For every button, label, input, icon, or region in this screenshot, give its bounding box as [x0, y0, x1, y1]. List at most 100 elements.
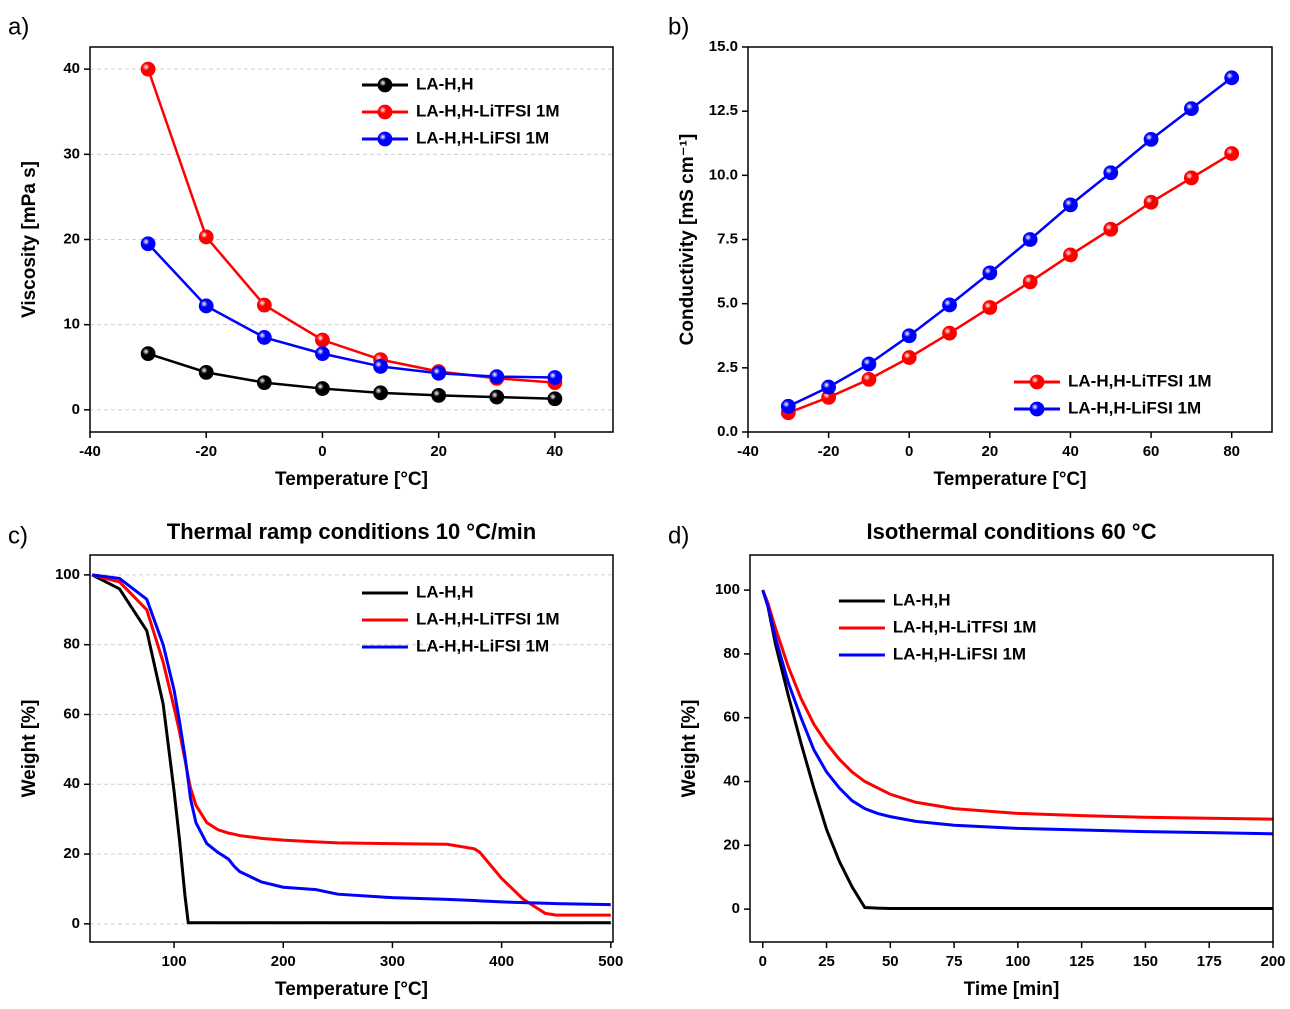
- y-tick-label: 20: [723, 836, 740, 853]
- x-tick-label: -20: [818, 443, 840, 460]
- data-point: [1063, 197, 1078, 213]
- data-point: [1022, 232, 1038, 247]
- plot-frame: [89, 554, 614, 943]
- legend-label: LA-H,H-LiFSI 1M: [893, 644, 1026, 663]
- legend-label: LA-H,H: [416, 582, 474, 601]
- x-tick-label: 150: [1133, 953, 1158, 970]
- x-tick-label: 200: [271, 953, 296, 970]
- data-point: [1143, 131, 1159, 147]
- panel: d) Isothermal conditions 60 °C 0 20 40 60 80 10…: [668, 519, 1286, 1000]
- x-tick-label: 200: [1260, 953, 1285, 970]
- series-line: [91, 573, 611, 925]
- data-point: [140, 236, 156, 252]
- legend-label: LA-H,H: [416, 74, 474, 93]
- y-axis-label: Weight [%]: [19, 700, 40, 798]
- data-point: [982, 265, 998, 281]
- series-line: [761, 589, 1273, 836]
- data-point: [821, 379, 837, 395]
- data-point: [942, 297, 957, 313]
- data-point: [942, 325, 957, 341]
- y-tick-label: 10.0: [709, 166, 738, 183]
- x-tick-label: 0: [318, 443, 326, 460]
- plot-frame: [89, 46, 614, 433]
- data-point: [489, 369, 505, 385]
- y-tick-label: 40: [63, 60, 80, 77]
- x-tick-label: 500: [598, 953, 623, 970]
- y-tick-label: 15.0: [709, 38, 738, 55]
- legend-marker: [377, 104, 393, 120]
- x-axis-label: Time [min]: [964, 979, 1060, 1000]
- plot-frame: [749, 554, 1274, 943]
- series-line: [147, 352, 555, 401]
- data-point: [198, 364, 214, 380]
- x-tick-label: 50: [882, 953, 899, 970]
- y-tick-label: 12.5: [709, 102, 738, 119]
- data-point: [982, 300, 998, 315]
- x-axis-label: Temperature [°C]: [275, 979, 428, 1000]
- series-line: [91, 573, 611, 917]
- y-axis-label: Viscosity [mPa s]: [19, 161, 40, 318]
- data-point: [1063, 247, 1078, 263]
- y-tick-label: 60: [723, 709, 740, 726]
- x-tick-label: 20: [430, 443, 447, 460]
- panel: c) Thermal ramp conditions 10 °C/min 0 20 40…: [8, 519, 623, 1000]
- y-tick-label: 20: [63, 845, 80, 862]
- x-tick-label: 75: [946, 953, 963, 970]
- x-tick-label: 100: [1005, 953, 1030, 970]
- data-point: [780, 398, 796, 414]
- data-point: [140, 346, 156, 362]
- y-tick-label: 0: [732, 900, 740, 917]
- data-point: [1103, 221, 1119, 237]
- y-tick-label: 5.0: [717, 295, 738, 312]
- legend-label: LA-H,H-LiFSI 1M: [416, 636, 549, 655]
- x-tick-label: 40: [547, 443, 564, 460]
- y-tick-label: 2.5: [717, 359, 738, 376]
- panel: b) 0.0 2.5 5.0 7.5 10.0 12.5 15.0 -40 -20 0 20 40 60 8…: [668, 13, 1273, 490]
- data-point: [1224, 146, 1240, 161]
- plot-frame: [747, 46, 1273, 433]
- y-tick-label: 60: [63, 705, 80, 722]
- x-axis-label: Temperature [°C]: [934, 469, 1087, 490]
- x-tick-label: 60: [1143, 443, 1160, 460]
- y-tick-label: 30: [63, 145, 80, 162]
- legend-marker: [377, 131, 393, 147]
- y-tick-label: 0: [72, 915, 80, 932]
- x-tick-label: 0: [759, 953, 767, 970]
- data-point: [315, 346, 330, 362]
- y-tick-label: 40: [63, 775, 80, 792]
- legend-marker: [1029, 374, 1045, 390]
- x-tick-label: 0: [905, 443, 913, 460]
- x-tick-label: -40: [79, 443, 101, 460]
- data-point: [140, 61, 156, 77]
- y-tick-label: 20: [63, 230, 80, 247]
- data-point: [861, 371, 877, 387]
- x-tick-label: 25: [818, 953, 835, 970]
- legend-label: LA-H,H-LiTFSI 1M: [416, 609, 560, 628]
- series-line: [761, 589, 1273, 910]
- legend-label: LA-H,H-LiTFSI 1M: [416, 101, 560, 120]
- data-point: [547, 370, 563, 385]
- data-point: [198, 229, 214, 245]
- data-point: [315, 381, 330, 396]
- data-point: [901, 328, 917, 344]
- x-tick-label: 125: [1069, 953, 1094, 970]
- data-point: [315, 332, 330, 348]
- legend-label: LA-H,H-LiFSI 1M: [1068, 398, 1201, 417]
- panel-label: d): [668, 522, 689, 549]
- data-point: [431, 365, 447, 381]
- series-line: [147, 242, 555, 379]
- legend-label: LA-H,H-LiTFSI 1M: [893, 617, 1037, 636]
- data-point: [256, 375, 272, 390]
- legend-marker: [377, 77, 393, 93]
- data-point: [198, 298, 214, 314]
- x-tick-label: -20: [195, 443, 217, 460]
- y-tick-label: 0: [72, 401, 80, 418]
- y-tick-label: 0.0: [717, 423, 738, 440]
- data-point: [256, 297, 272, 313]
- series-line: [91, 573, 611, 907]
- data-point: [1103, 165, 1119, 181]
- x-tick-label: 80: [1223, 443, 1240, 460]
- series-line: [761, 589, 1273, 821]
- data-point: [256, 330, 272, 345]
